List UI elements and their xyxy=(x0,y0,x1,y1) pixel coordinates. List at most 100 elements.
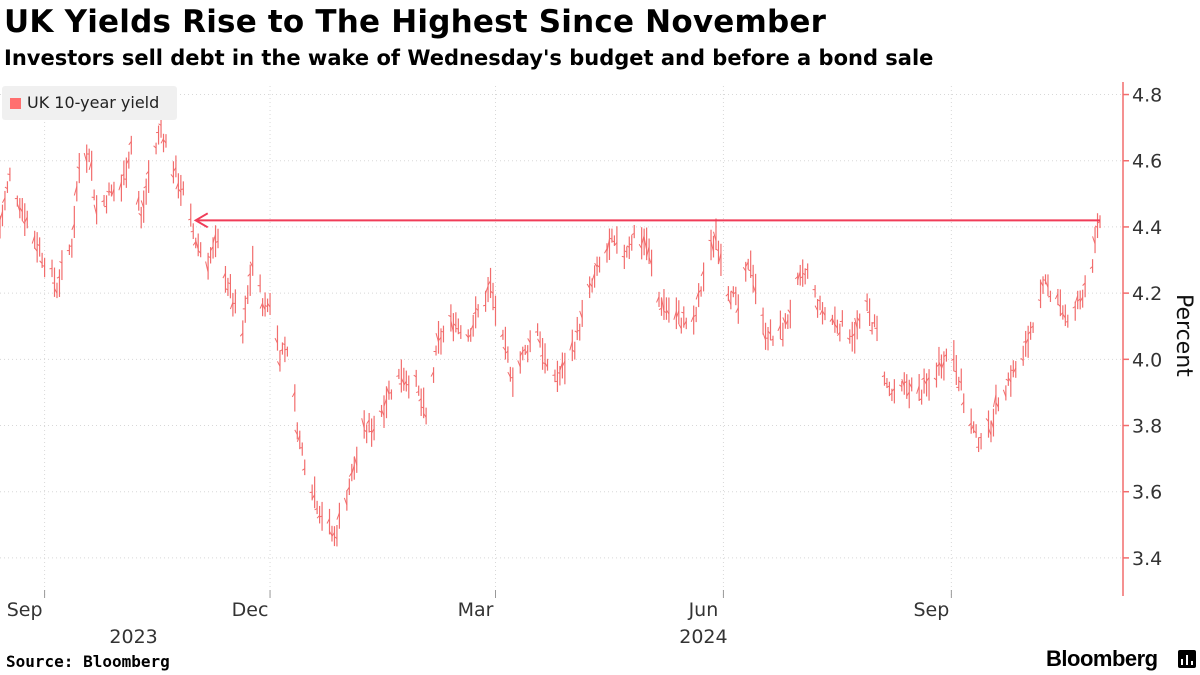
price-tick xyxy=(118,182,122,191)
price-tick xyxy=(482,304,486,307)
price-tick xyxy=(388,392,392,394)
price-tick xyxy=(172,167,177,172)
price-tick xyxy=(846,337,851,341)
price-tick xyxy=(819,309,823,315)
price-tick xyxy=(378,410,382,413)
price-tick xyxy=(39,260,43,264)
price-tick xyxy=(869,329,873,332)
price-tick xyxy=(247,273,251,277)
annotation-arrow-head xyxy=(193,212,209,229)
price-tick xyxy=(1037,299,1041,302)
price-tick xyxy=(695,291,700,300)
price-tick xyxy=(73,186,78,196)
price-tick xyxy=(1089,266,1093,270)
price-tick xyxy=(988,428,992,436)
price-tick xyxy=(383,398,387,407)
price-tick xyxy=(170,174,174,178)
price-tick xyxy=(923,379,928,385)
price-tick xyxy=(472,311,476,315)
price-tick xyxy=(733,291,737,295)
price-tick xyxy=(1092,236,1096,245)
price-tick xyxy=(660,297,665,313)
price-tick xyxy=(440,330,444,333)
bloomberg-chart-icon xyxy=(1178,650,1196,668)
bloomberg-logo: Bloomberg xyxy=(1046,646,1158,671)
price-tick xyxy=(782,317,786,324)
price-tick xyxy=(212,233,217,244)
price-tick xyxy=(125,159,130,165)
price-tick xyxy=(138,212,142,217)
price-tick xyxy=(448,314,452,318)
price-tick xyxy=(262,303,266,311)
price-tick xyxy=(693,314,697,318)
price-tick xyxy=(140,200,145,209)
price-tick xyxy=(1065,321,1068,323)
price-tick xyxy=(227,282,231,285)
price-tick xyxy=(135,196,140,205)
price-tick xyxy=(834,323,838,329)
price-tick xyxy=(1072,306,1076,309)
price-tick xyxy=(1077,298,1081,302)
price-tick xyxy=(1002,389,1007,397)
price-tick xyxy=(1025,338,1029,345)
price-tick xyxy=(331,532,335,537)
price-tick xyxy=(596,264,600,268)
price-tick xyxy=(31,235,36,244)
price-tick xyxy=(871,322,875,324)
price-tick xyxy=(56,276,60,279)
price-tick xyxy=(1047,295,1051,298)
price-tick xyxy=(314,508,318,511)
price-tick xyxy=(881,375,885,378)
price-tick xyxy=(517,360,521,368)
price-tick xyxy=(175,182,179,190)
price-tick xyxy=(291,392,296,398)
price-tick xyxy=(571,349,576,353)
price-tick xyxy=(54,288,58,294)
y-tick-label: 4.0 xyxy=(1132,349,1162,371)
price-tick xyxy=(371,428,375,434)
price-tick xyxy=(418,398,422,402)
price-tick xyxy=(519,351,524,357)
price-tick xyxy=(108,190,112,194)
price-tick xyxy=(527,338,531,344)
price-tick xyxy=(780,338,783,341)
price-tick xyxy=(683,320,687,326)
price-tick xyxy=(916,385,920,394)
price-tick xyxy=(698,289,702,294)
price-tick xyxy=(646,246,650,257)
price-tick xyxy=(960,401,965,406)
legend-swatch xyxy=(10,98,21,109)
price-tick xyxy=(264,304,268,308)
price-tick xyxy=(215,240,219,243)
price-tick xyxy=(348,472,353,477)
price-tick xyxy=(524,349,529,355)
price-tick xyxy=(822,310,826,316)
price-tick xyxy=(4,186,8,190)
price-tick xyxy=(656,296,660,303)
price-tick xyxy=(34,247,38,252)
price-tick xyxy=(943,354,947,358)
price-tick xyxy=(190,230,194,233)
price-tick xyxy=(1057,303,1061,307)
price-tick xyxy=(1062,313,1066,319)
price-tick xyxy=(106,190,110,193)
price-tick xyxy=(413,374,417,378)
price-tick xyxy=(343,497,348,506)
price-tick xyxy=(490,290,494,294)
price-tick xyxy=(88,160,93,171)
price-tick xyxy=(614,242,618,246)
price-tick xyxy=(992,394,997,408)
price-tick xyxy=(145,170,150,175)
price-tick xyxy=(381,409,385,416)
price-tick xyxy=(777,325,781,332)
price-tick xyxy=(430,371,435,377)
price-tick xyxy=(470,324,474,331)
y-tick-label: 3.8 xyxy=(1132,416,1162,438)
price-tick xyxy=(579,310,583,319)
price-tick xyxy=(574,330,578,333)
price-tick xyxy=(205,261,209,273)
price-tick xyxy=(197,250,202,254)
price-tick xyxy=(626,245,630,248)
price-tick xyxy=(2,197,6,203)
price-tick xyxy=(725,293,729,297)
